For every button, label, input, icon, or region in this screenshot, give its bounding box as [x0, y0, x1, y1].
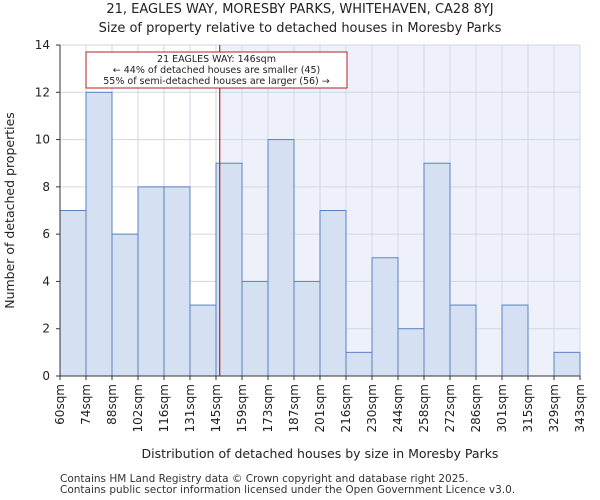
x-tick-label-102sqm: 102sqm [131, 384, 145, 432]
annotation-line-3: 55% of semi-detached houses are larger (… [103, 76, 330, 87]
bar-60sqm [59, 210, 87, 377]
y-tick-label-0: 0 [42, 369, 50, 383]
bar-230sqm [371, 257, 399, 377]
bar-116sqm [163, 186, 191, 377]
x-tick-label-301sqm: 301sqm [495, 384, 509, 432]
annotation-line-1: 21 EAGLES WAY: 146sqm [157, 54, 276, 65]
x-tick-label-60sqm: 60sqm [53, 384, 67, 425]
footer-copyright: Contains HM Land Registry data © Crown c… [60, 473, 469, 485]
y-tick-label-4: 4 [42, 274, 50, 288]
x-tick-label-329sqm: 329sqm [547, 384, 561, 432]
annotation-line-2: ← 44% of detached houses are smaller (45… [113, 65, 320, 76]
y-tick-label-2: 2 [42, 322, 50, 336]
x-tick-label-74sqm: 74sqm [79, 384, 93, 425]
bar-159sqm [241, 280, 269, 377]
x-tick-label-159sqm: 159sqm [235, 384, 249, 432]
bar-74sqm [85, 91, 113, 377]
x-tick-label-216sqm: 216sqm [339, 384, 353, 432]
y-tick-label-8: 8 [42, 180, 50, 194]
x-tick-label-286sqm: 286sqm [469, 384, 483, 432]
bar-145sqm [215, 162, 243, 377]
bar-173sqm [267, 139, 295, 377]
bar-88sqm [111, 233, 139, 377]
bar-201sqm [319, 210, 347, 377]
x-tick-label-244sqm: 244sqm [391, 384, 405, 432]
bar-216sqm [345, 351, 373, 377]
x-tick-label-315sqm: 315sqm [521, 384, 535, 432]
bar-301sqm [501, 304, 529, 377]
chart-subtitle: Size of property relative to detached ho… [98, 21, 502, 36]
x-tick-label-88sqm: 88sqm [105, 384, 119, 425]
annotation-box [85, 51, 348, 89]
y-tick-label-10: 10 [35, 133, 50, 147]
bar-102sqm [137, 186, 165, 377]
x-tick-label-272sqm: 272sqm [443, 384, 457, 432]
chart-title: 21, EAGLES WAY, MORESBY PARKS, WHITEHAVE… [106, 2, 494, 17]
bar-272sqm [449, 304, 477, 377]
x-tick-label-201sqm: 201sqm [313, 384, 327, 432]
y-tick-label-6: 6 [42, 227, 50, 241]
y-tick-label-14: 14 [35, 38, 50, 52]
x-tick-label-173sqm: 173sqm [261, 384, 275, 432]
x-tick-label-116sqm: 116sqm [157, 384, 171, 432]
bar-258sqm [423, 162, 451, 377]
footer-licence: Contains public sector information licen… [60, 484, 516, 496]
bar-244sqm [397, 328, 425, 377]
y-tick-label-12: 12 [35, 85, 50, 99]
x-axis-label: Distribution of detached houses by size … [142, 446, 499, 461]
x-tick-label-145sqm: 145sqm [209, 384, 223, 432]
bar-131sqm [189, 304, 217, 377]
x-tick-label-343sqm: 343sqm [573, 384, 587, 432]
bar-329sqm [553, 351, 581, 377]
x-tick-label-230sqm: 230sqm [365, 384, 379, 432]
y-axis-label: Number of detached properties [2, 112, 17, 309]
x-tick-label-187sqm: 187sqm [287, 384, 301, 432]
bar-187sqm [293, 280, 321, 377]
x-tick-label-131sqm: 131sqm [183, 384, 197, 432]
x-tick-label-258sqm: 258sqm [417, 384, 431, 432]
